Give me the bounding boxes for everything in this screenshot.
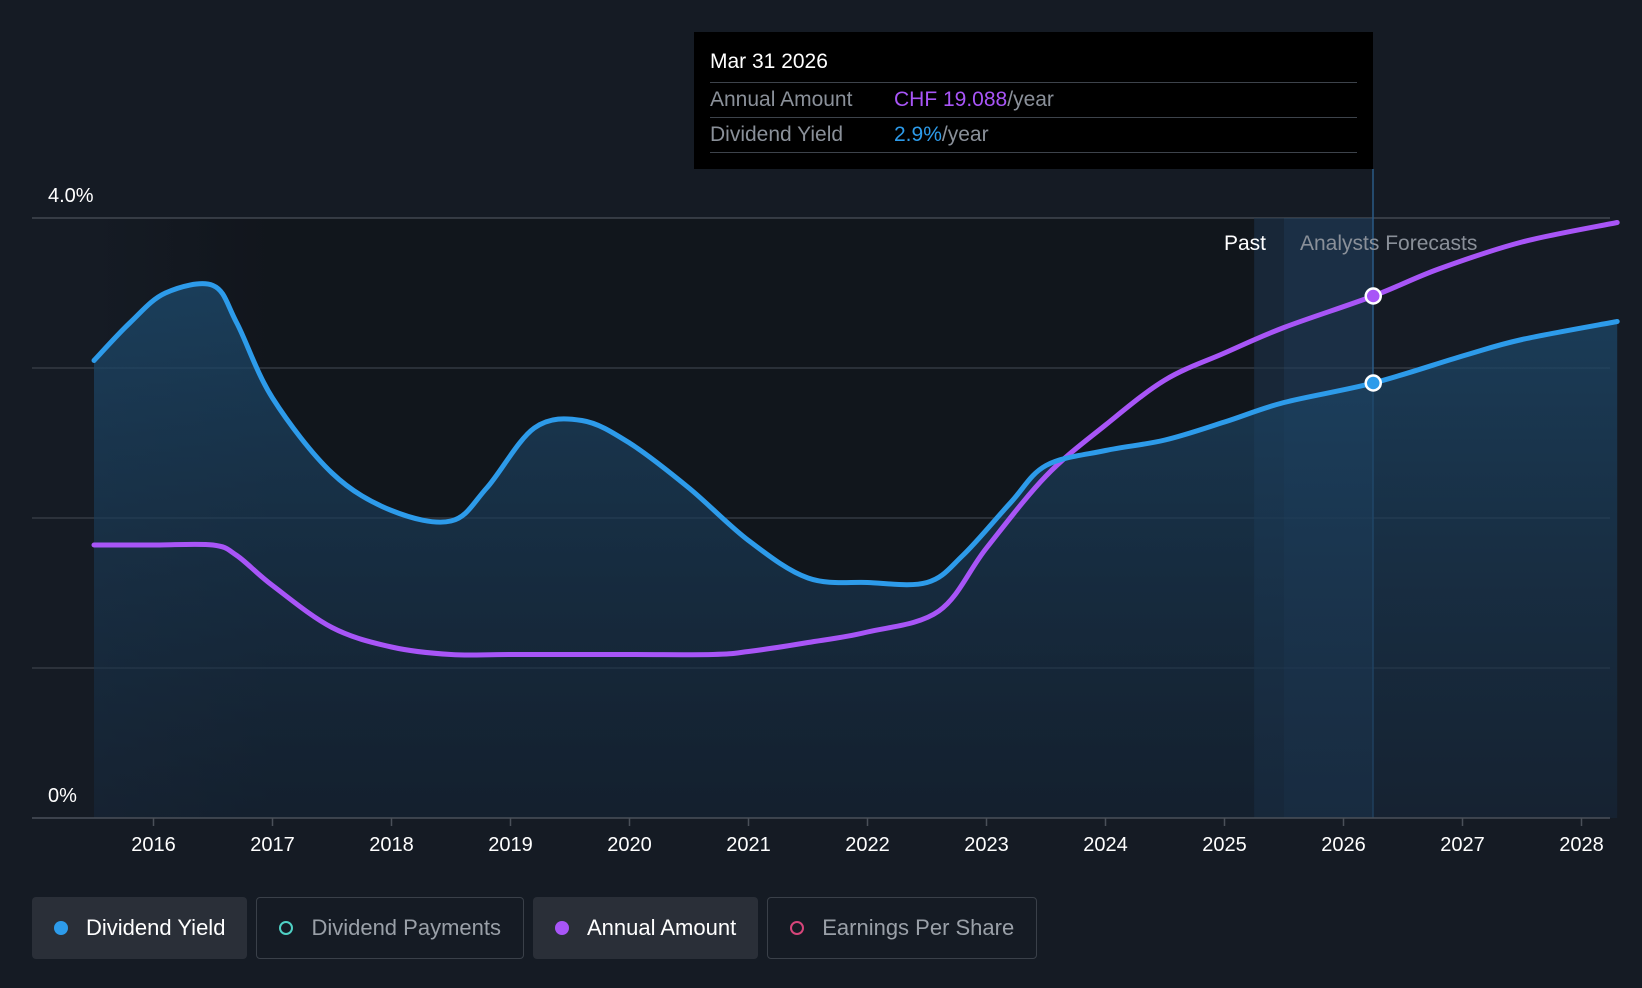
tooltip-label: Annual Amount	[710, 88, 853, 111]
dividend-yield-highlight-point[interactable]	[1364, 374, 1382, 392]
legend-dividend-payments-button[interactable]: Dividend Payments	[256, 897, 524, 959]
past-label: Past	[1224, 232, 1266, 255]
x-tick-label: 2017	[250, 834, 295, 856]
legend-dot-icon	[54, 921, 68, 935]
legend-label: Earnings Per Share	[822, 915, 1015, 940]
tooltip-value: 2.9%	[894, 123, 942, 146]
y-tick-top: 4.0%	[48, 185, 94, 207]
tooltip-label: Dividend Yield	[710, 123, 844, 146]
x-tick-label: 2016	[131, 834, 176, 856]
tooltip-row-annual-amount: Annual Amount CHF 19.088/year	[710, 83, 1357, 118]
legend-earnings-per-share-button[interactable]: Earnings Per Share	[767, 897, 1038, 959]
chart-legend: Dividend Yield Dividend Payments Annual …	[32, 897, 1038, 959]
y-tick-bottom: 0%	[48, 785, 77, 807]
tooltip-unit: /year	[1007, 88, 1054, 111]
x-tick-label: 2020	[607, 834, 652, 856]
x-tick-label: 2025	[1202, 834, 1247, 856]
legend-dot-icon	[554, 921, 569, 935]
tooltip-unit: /year	[941, 123, 989, 146]
legend-label: Annual Amount	[586, 915, 737, 940]
tooltip-row-dividend-yield: Dividend Yield 2.9%/year	[710, 118, 1357, 153]
legend-dot-icon	[790, 921, 805, 935]
x-tick-label: 2028	[1559, 834, 1604, 856]
x-tick-label: 2021	[726, 834, 771, 856]
legend-label: Dividend Yield	[86, 915, 226, 940]
legend-label: Dividend Payments	[311, 915, 501, 940]
x-tick-label: 2019	[488, 834, 533, 856]
annual-amount-highlight-point[interactable]	[1364, 287, 1382, 305]
legend-annual-amount-button[interactable]: Annual Amount	[532, 897, 759, 959]
x-tick-label: 2024	[1083, 834, 1128, 856]
annual-amount-line	[91, 220, 1620, 658]
x-tick-label: 2026	[1321, 834, 1366, 856]
forecast-label: Analysts Forecasts	[1300, 232, 1477, 255]
x-tick-label: 2022	[845, 834, 890, 856]
dividend-yield-line	[91, 281, 1620, 588]
x-tick-label: 2027	[1440, 834, 1485, 856]
legend-dividend-yield-button[interactable]: Dividend Yield	[32, 897, 248, 959]
x-axis: 2016 2017 2018 2019 2020 2021 2022 2023 2024 2025…	[131, 818, 1604, 856]
x-tick-label: 2023	[964, 834, 1009, 856]
chart-tooltip: Mar 31 2026 Annual Amount CHF 19.088/yea…	[694, 32, 1373, 169]
legend-dot-icon	[279, 921, 294, 935]
tooltip-date: Mar 31 2026	[710, 32, 1357, 83]
x-tick-label: 2018	[369, 834, 414, 856]
dividend-yield-area	[94, 283, 1618, 818]
tooltip-value: CHF 19.088	[894, 88, 1008, 111]
